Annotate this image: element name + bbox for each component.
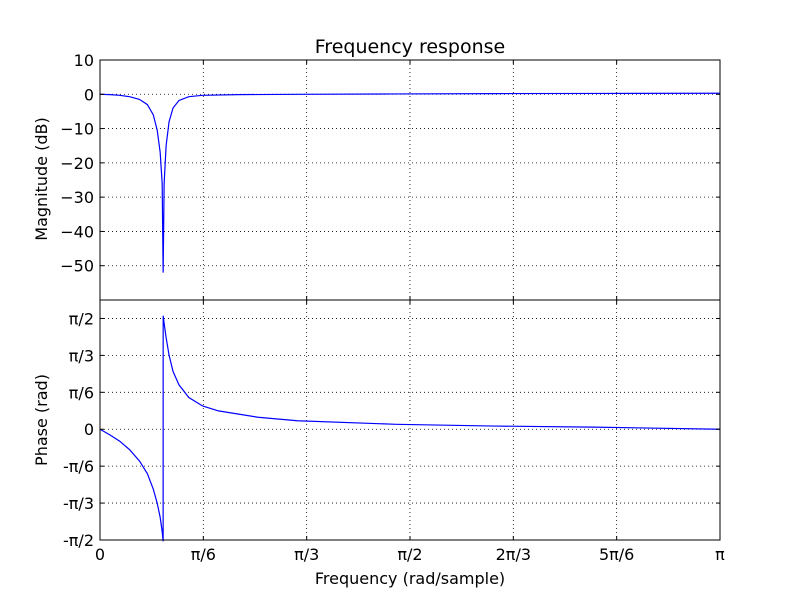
series-layer — [99, 92, 721, 542]
phase-y-tick-label: -π/6 — [63, 457, 94, 476]
magnitude-y-tick-label: −10 — [60, 120, 94, 139]
magnitude-y-tick-label: 0 — [84, 85, 94, 104]
magnitude-y-tick-label: −50 — [60, 257, 94, 276]
phase-y-axis-label: Phase (rad) — [32, 374, 51, 466]
phase-y-tick-label: π/3 — [69, 346, 94, 365]
x-tick-label: 2π/3 — [496, 545, 531, 564]
x-tick-label: π/3 — [294, 545, 319, 564]
x-axis-label: Frequency (rad/sample) — [315, 569, 505, 588]
magnitude-y-tick-label: −20 — [60, 154, 94, 173]
tick-layer: 10 0 −10 −20 −30 −40 −50 π/2 π/3 π/6 0 -π/6 -π/3 -π/2… — [60, 51, 725, 564]
grid-layer — [100, 60, 720, 540]
chart-title: Frequency response — [315, 36, 506, 58]
phase-y-tick-label: 0 — [84, 420, 94, 439]
magnitude-y-axis-label: Magnitude (dB) — [32, 117, 51, 240]
magnitude-series-line — [99, 92, 721, 273]
magnitude-y-tick-label: 10 — [74, 51, 94, 70]
x-tick-label: 0 — [95, 545, 105, 564]
x-tick-label: π — [715, 545, 725, 564]
magnitude-y-tick-label: −30 — [60, 188, 94, 207]
phase-y-tick-label: π/2 — [69, 309, 94, 328]
phase-y-tick-label: -π/3 — [63, 494, 94, 513]
x-tick-label: π/2 — [397, 545, 422, 564]
phase-series-line — [99, 315, 721, 542]
x-tick-label: 5π/6 — [599, 545, 634, 564]
phase-y-tick-label: π/6 — [69, 383, 94, 402]
x-tick-label: π/6 — [191, 545, 216, 564]
magnitude-y-tick-label: −40 — [60, 222, 94, 241]
phase-y-tick-label: -π/2 — [63, 531, 94, 550]
